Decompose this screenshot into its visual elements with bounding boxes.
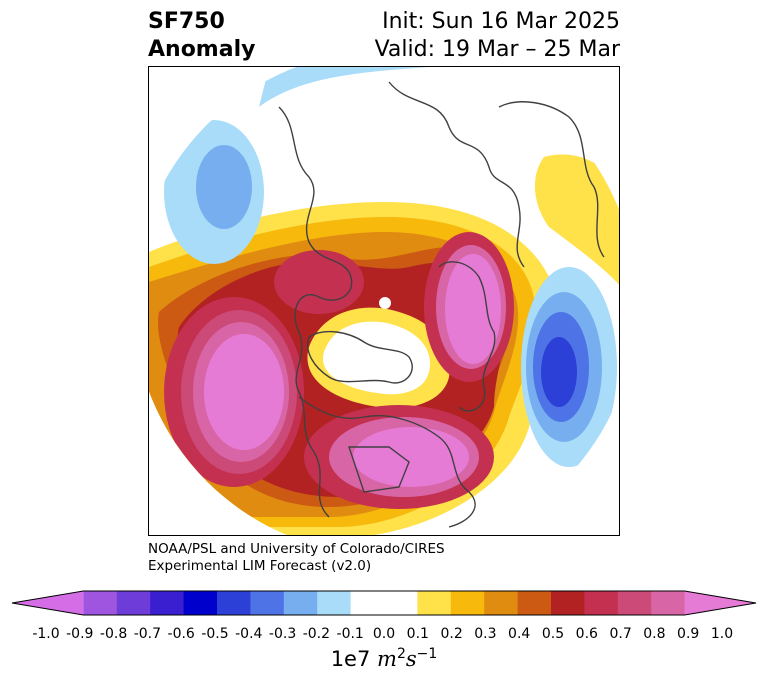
colorbar-tick-label: -0.2 (302, 626, 331, 642)
colorbar-bin (350, 591, 385, 615)
init-date: Init: Sun 16 Mar 2025 (382, 9, 620, 34)
colorbar-tick-label: -1.0 (32, 626, 60, 642)
colorbar-bin (150, 591, 185, 615)
forecast-dates: Init: Sun 16 Mar 2025 Valid: 19 Mar – 25… (375, 8, 620, 64)
attribution: NOAA/PSL and University of Colorado/CIRE… (148, 541, 445, 575)
colorbar (11, 590, 757, 616)
coast-northeastern (498, 101, 605, 258)
low-east-0.5 (541, 337, 577, 407)
colorbar-tick-label: -0.9 (66, 626, 94, 642)
colorbar-bin (384, 591, 418, 615)
colorbar-bin (651, 591, 686, 615)
low-northwest-0.3 (196, 145, 252, 229)
colorbar-tick-label: -0.7 (133, 626, 162, 642)
high-south-0.9 (353, 427, 469, 487)
colorbar-tick-label: -0.8 (99, 626, 128, 642)
colorbar-tick-label: 0.4 (508, 626, 531, 642)
colorbar-tick-label: -0.1 (336, 626, 364, 642)
colorbar-units: 1e7 m2s−1 (0, 646, 768, 671)
coast-greenland (438, 261, 496, 412)
colorbar-bin (417, 591, 452, 615)
low-north-0.2 (259, 67, 429, 107)
coast-northern (388, 81, 525, 268)
colorbar-bin (116, 591, 151, 615)
colorbar-bin (517, 591, 552, 615)
coast-western (278, 106, 353, 518)
units-m: m (377, 647, 397, 671)
title-variable: SF750 (148, 9, 225, 34)
anomaly-field (149, 67, 619, 535)
attribution-line-2: Experimental LIM Forecast (v2.0) (148, 558, 372, 574)
coast-arctic-islands (307, 330, 413, 384)
colorbar-bin (317, 591, 352, 615)
high-far-east-0.1 (534, 154, 619, 287)
colorbar-tick-label: 0.6 (575, 626, 598, 642)
colorbar-tick-label: 0.8 (643, 626, 666, 642)
colorbar-bin (450, 591, 485, 615)
colorbar-bin (617, 591, 652, 615)
colorbar-bin (584, 591, 619, 615)
colorbar-tick-label: -0.3 (268, 626, 297, 642)
colorbar-tick-label: -0.6 (167, 626, 195, 642)
colorbar-tick-label: -0.5 (201, 626, 229, 642)
coast-north-america (298, 396, 476, 528)
high-northeast-0.9 (445, 254, 501, 364)
units-m-exponent: 2 (396, 646, 406, 662)
colorbar-bin (217, 591, 251, 615)
coastlines (278, 81, 605, 528)
high-northwest-0.6 (274, 250, 364, 314)
colorbar-bin (551, 591, 585, 615)
units-s-exponent: −1 (416, 646, 438, 662)
colorbar-tick-label: 0.9 (677, 626, 700, 642)
valid-range: Valid: 19 Mar – 25 Mar (374, 37, 620, 62)
colorbar-bin (83, 591, 118, 615)
colorbar-bin (484, 591, 519, 615)
attribution-line-1: NOAA/PSL and University of Colorado/CIRE… (148, 541, 445, 557)
title-quantity: Anomaly (148, 37, 256, 62)
colorbar-tick-label: 0.1 (406, 626, 429, 642)
colorbar-tick-label: 0.0 (372, 626, 396, 642)
colorbar-bin (250, 591, 285, 615)
colorbar-tick-label: 0.7 (609, 626, 632, 642)
colorbar-tick-label: 0.2 (440, 626, 463, 642)
colorbar-outline (11, 590, 757, 616)
colorbar-extend-max (684, 591, 756, 615)
polar-map (148, 66, 620, 536)
colorbar-ticks: -1.0 -0.9 -0.8 -0.7 -0.6 -0.5 -0.4 -0.3 -0.2 -0.1… (0, 626, 768, 646)
colorbar-tick-label: 0.3 (474, 626, 497, 642)
polar-core (322, 321, 431, 395)
colorbar-extend-min (12, 591, 84, 615)
map-title: SF750 Anomaly (148, 8, 255, 64)
units-s: s (405, 647, 417, 671)
colorbar-bin (283, 591, 318, 615)
region-borders (348, 446, 410, 493)
north-pole-marker (379, 297, 391, 309)
units-scale: 1e7 (330, 647, 371, 671)
colorbar-bin (183, 591, 218, 615)
colorbar-tick-label: 1.0 (710, 626, 734, 642)
colorbar-tick-label: -0.4 (235, 626, 263, 642)
colorbar-tick-label: 0.5 (541, 626, 565, 642)
high-west-0.9 (204, 334, 284, 450)
